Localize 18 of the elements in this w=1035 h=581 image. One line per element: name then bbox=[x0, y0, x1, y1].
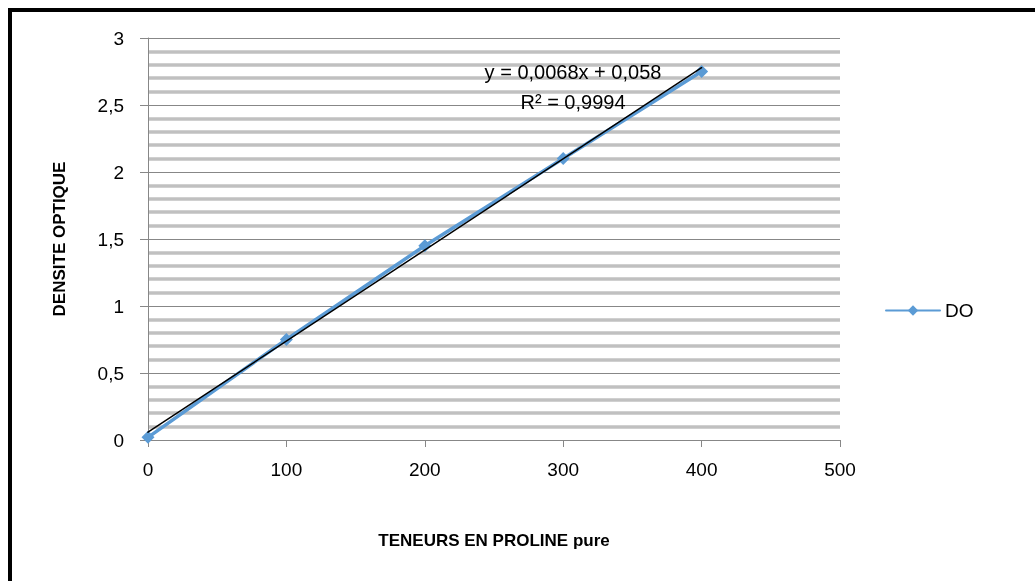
annotation: y = 0,0068x + 0,058 bbox=[484, 61, 662, 83]
y-tick-label: 2,5 bbox=[97, 94, 124, 116]
x-tick-label: 500 bbox=[824, 459, 856, 480]
x-tick-label: 0 bbox=[142, 459, 154, 480]
y-tick-label: 2 bbox=[113, 161, 124, 183]
x-tick-label: 200 bbox=[408, 459, 441, 480]
y-tick-label: 1,5 bbox=[97, 228, 124, 250]
legend-label: DO bbox=[945, 300, 974, 321]
y-tick-label: 1 bbox=[113, 295, 124, 317]
x-tick-label: 400 bbox=[685, 459, 718, 480]
y-axis-title: DENSITE OPTIQUE bbox=[50, 161, 69, 317]
x-tick-label: 100 bbox=[270, 459, 303, 480]
x-tick-label: 300 bbox=[547, 459, 580, 480]
y-tick-label: 0,5 bbox=[97, 362, 124, 384]
y-tick-label: 0 bbox=[113, 429, 124, 451]
x-axis-title: TENEURS EN PROLINE pure bbox=[378, 531, 610, 550]
y-tick-label: 3 bbox=[113, 27, 124, 49]
annotation: R² = 0,9994 bbox=[520, 91, 626, 113]
